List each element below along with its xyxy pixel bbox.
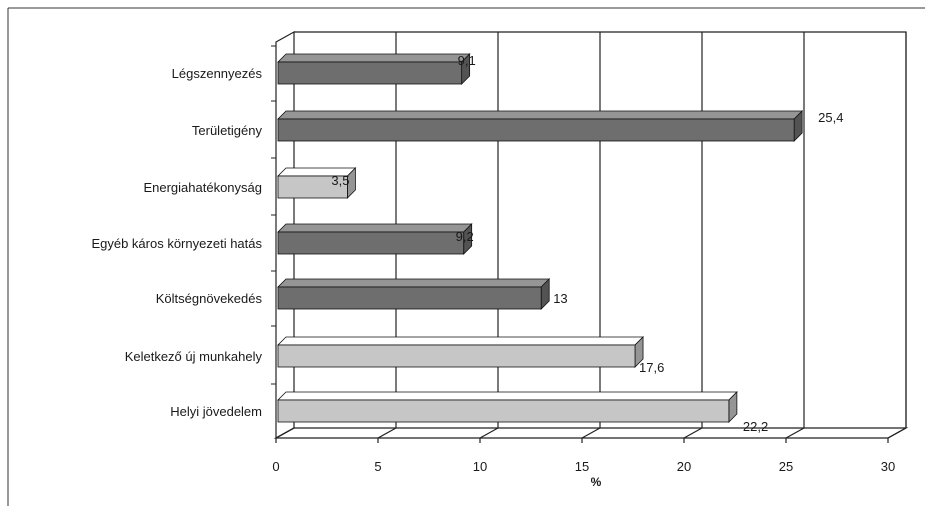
value-labels: 9,1 25,4 3,5 9,2 13 17,6 22,2	[331, 53, 843, 434]
category-label: Keletkező új munkahely	[125, 349, 263, 364]
floor-tick-line	[581, 427, 601, 439]
floor-tick-line	[275, 427, 295, 439]
bar-front-face	[277, 231, 465, 255]
x-tick-label: 25	[779, 459, 793, 474]
bar-top-face	[277, 110, 804, 120]
bar-top-face	[277, 223, 473, 233]
data-label: 13	[553, 291, 567, 306]
x-tick-label: 15	[575, 459, 589, 474]
category-label: Költségnövekedés	[156, 291, 263, 306]
bar	[277, 336, 645, 368]
bar-top-face	[277, 391, 738, 401]
x-tick-label: 10	[473, 459, 487, 474]
category-label: Helyi jövedelem	[170, 404, 262, 419]
floor-tick-line	[785, 427, 805, 439]
x-axis-ticks: 0 5 10 15 20 25 30	[272, 459, 895, 474]
bar	[277, 110, 804, 142]
floor-tick-line	[683, 427, 703, 439]
data-label: 25,4	[818, 110, 843, 125]
data-label: 9,1	[458, 53, 476, 68]
bar-top-face	[277, 278, 551, 288]
category-label: Energiahatékonyság	[143, 180, 262, 195]
bar-front-face	[277, 286, 542, 310]
bar	[277, 53, 471, 85]
bar	[277, 391, 738, 423]
category-label: Egyéb káros környezeti hatás	[91, 236, 262, 251]
floor-tick-line	[377, 427, 397, 439]
data-label: 22,2	[743, 419, 768, 434]
bar-front-face	[277, 344, 636, 368]
x-tick-label: 20	[677, 459, 691, 474]
bar-front-face	[277, 399, 730, 423]
floor-tick-line	[479, 427, 499, 439]
data-label: 3,5	[331, 173, 349, 188]
category-label: Légszennyezés	[172, 66, 263, 81]
bar-front-face	[277, 61, 463, 85]
bar	[277, 278, 551, 310]
bars	[277, 53, 804, 423]
bar	[277, 167, 357, 199]
bar-front-face	[277, 175, 348, 199]
x-tick-label: 0	[272, 459, 279, 474]
bar	[277, 223, 473, 255]
bar-top-face	[277, 336, 645, 346]
x-axis-label: %	[591, 475, 602, 489]
x-tick-label: 30	[881, 459, 895, 474]
floor-tick-line	[887, 427, 907, 439]
data-label: 17,6	[639, 360, 664, 375]
data-label: 9,2	[456, 229, 474, 244]
category-labels: Légszennyezés Területigény Energiahatékony…	[91, 66, 262, 419]
bar-front-face	[277, 118, 795, 142]
bar-top-face	[277, 53, 471, 63]
x-tick-label: 5	[374, 459, 381, 474]
category-label: Területigény	[192, 123, 263, 138]
